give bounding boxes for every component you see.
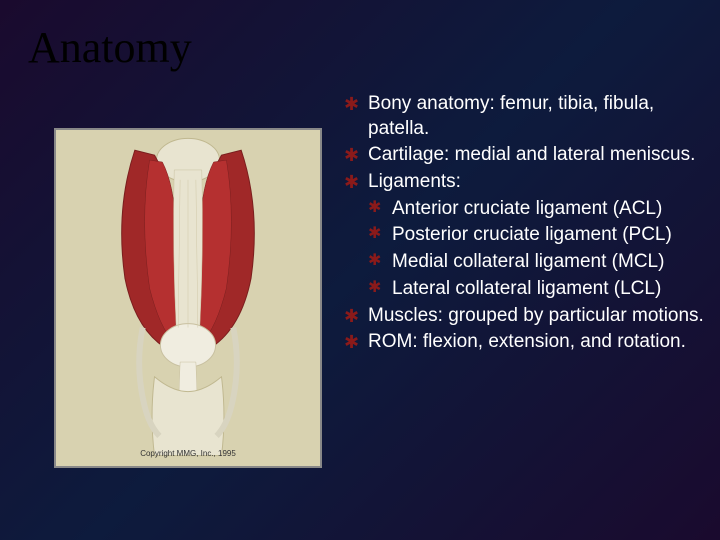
slide: Anatomy Copyri (0, 0, 720, 540)
bullet-icon: ✱ (344, 330, 368, 355)
subitem-text: Lateral collateral ligament (LCL) (392, 277, 704, 302)
bullet-icon: ✱ (344, 92, 368, 141)
slide-title: Anatomy (28, 22, 192, 73)
item-text: ROM: flexion, extension, and rotation. (368, 330, 704, 355)
bullet-icon: ✱ (368, 197, 392, 222)
anatomy-image: Copyright MMG, Inc., 1995 (54, 128, 322, 468)
list-item: ✱ ROM: flexion, extension, and rotation. (344, 330, 704, 355)
bullet-icon: ✱ (344, 143, 368, 168)
bullet-icon: ✱ (344, 304, 368, 329)
sub-list-item: ✱ Posterior cruciate ligament (PCL) (368, 223, 704, 248)
list-item: ✱ Bony anatomy: femur, tibia, fibula, pa… (344, 92, 704, 141)
subitem-text: Anterior cruciate ligament (ACL) (392, 197, 704, 222)
bullet-icon: ✱ (368, 250, 392, 275)
bullet-list: ✱ Bony anatomy: femur, tibia, fibula, pa… (344, 92, 704, 357)
list-item: ✱ Cartilage: medial and lateral meniscus… (344, 143, 704, 168)
bullet-icon: ✱ (368, 277, 392, 302)
sub-list: ✱ Anterior cruciate ligament (ACL) ✱ Pos… (368, 197, 704, 302)
subitem-text: Medial collateral ligament (MCL) (392, 250, 704, 275)
bullet-icon: ✱ (368, 223, 392, 248)
knee-anatomy-illustration (56, 130, 320, 466)
list-item: ✱ Ligaments: (344, 170, 704, 195)
item-text: Bony anatomy: femur, tibia, fibula, pate… (368, 92, 704, 141)
item-text: Cartilage: medial and lateral meniscus. (368, 143, 704, 168)
sub-list-item: ✱ Lateral collateral ligament (LCL) (368, 277, 704, 302)
image-copyright: Copyright MMG, Inc., 1995 (140, 449, 236, 458)
item-text: Ligaments: (368, 170, 704, 195)
bullet-icon: ✱ (344, 170, 368, 195)
item-text: Muscles: grouped by particular motions. (368, 304, 704, 329)
sub-list-item: ✱ Medial collateral ligament (MCL) (368, 250, 704, 275)
sub-list-item: ✱ Anterior cruciate ligament (ACL) (368, 197, 704, 222)
subitem-text: Posterior cruciate ligament (PCL) (392, 223, 704, 248)
list-item: ✱ Muscles: grouped by particular motions… (344, 304, 704, 329)
